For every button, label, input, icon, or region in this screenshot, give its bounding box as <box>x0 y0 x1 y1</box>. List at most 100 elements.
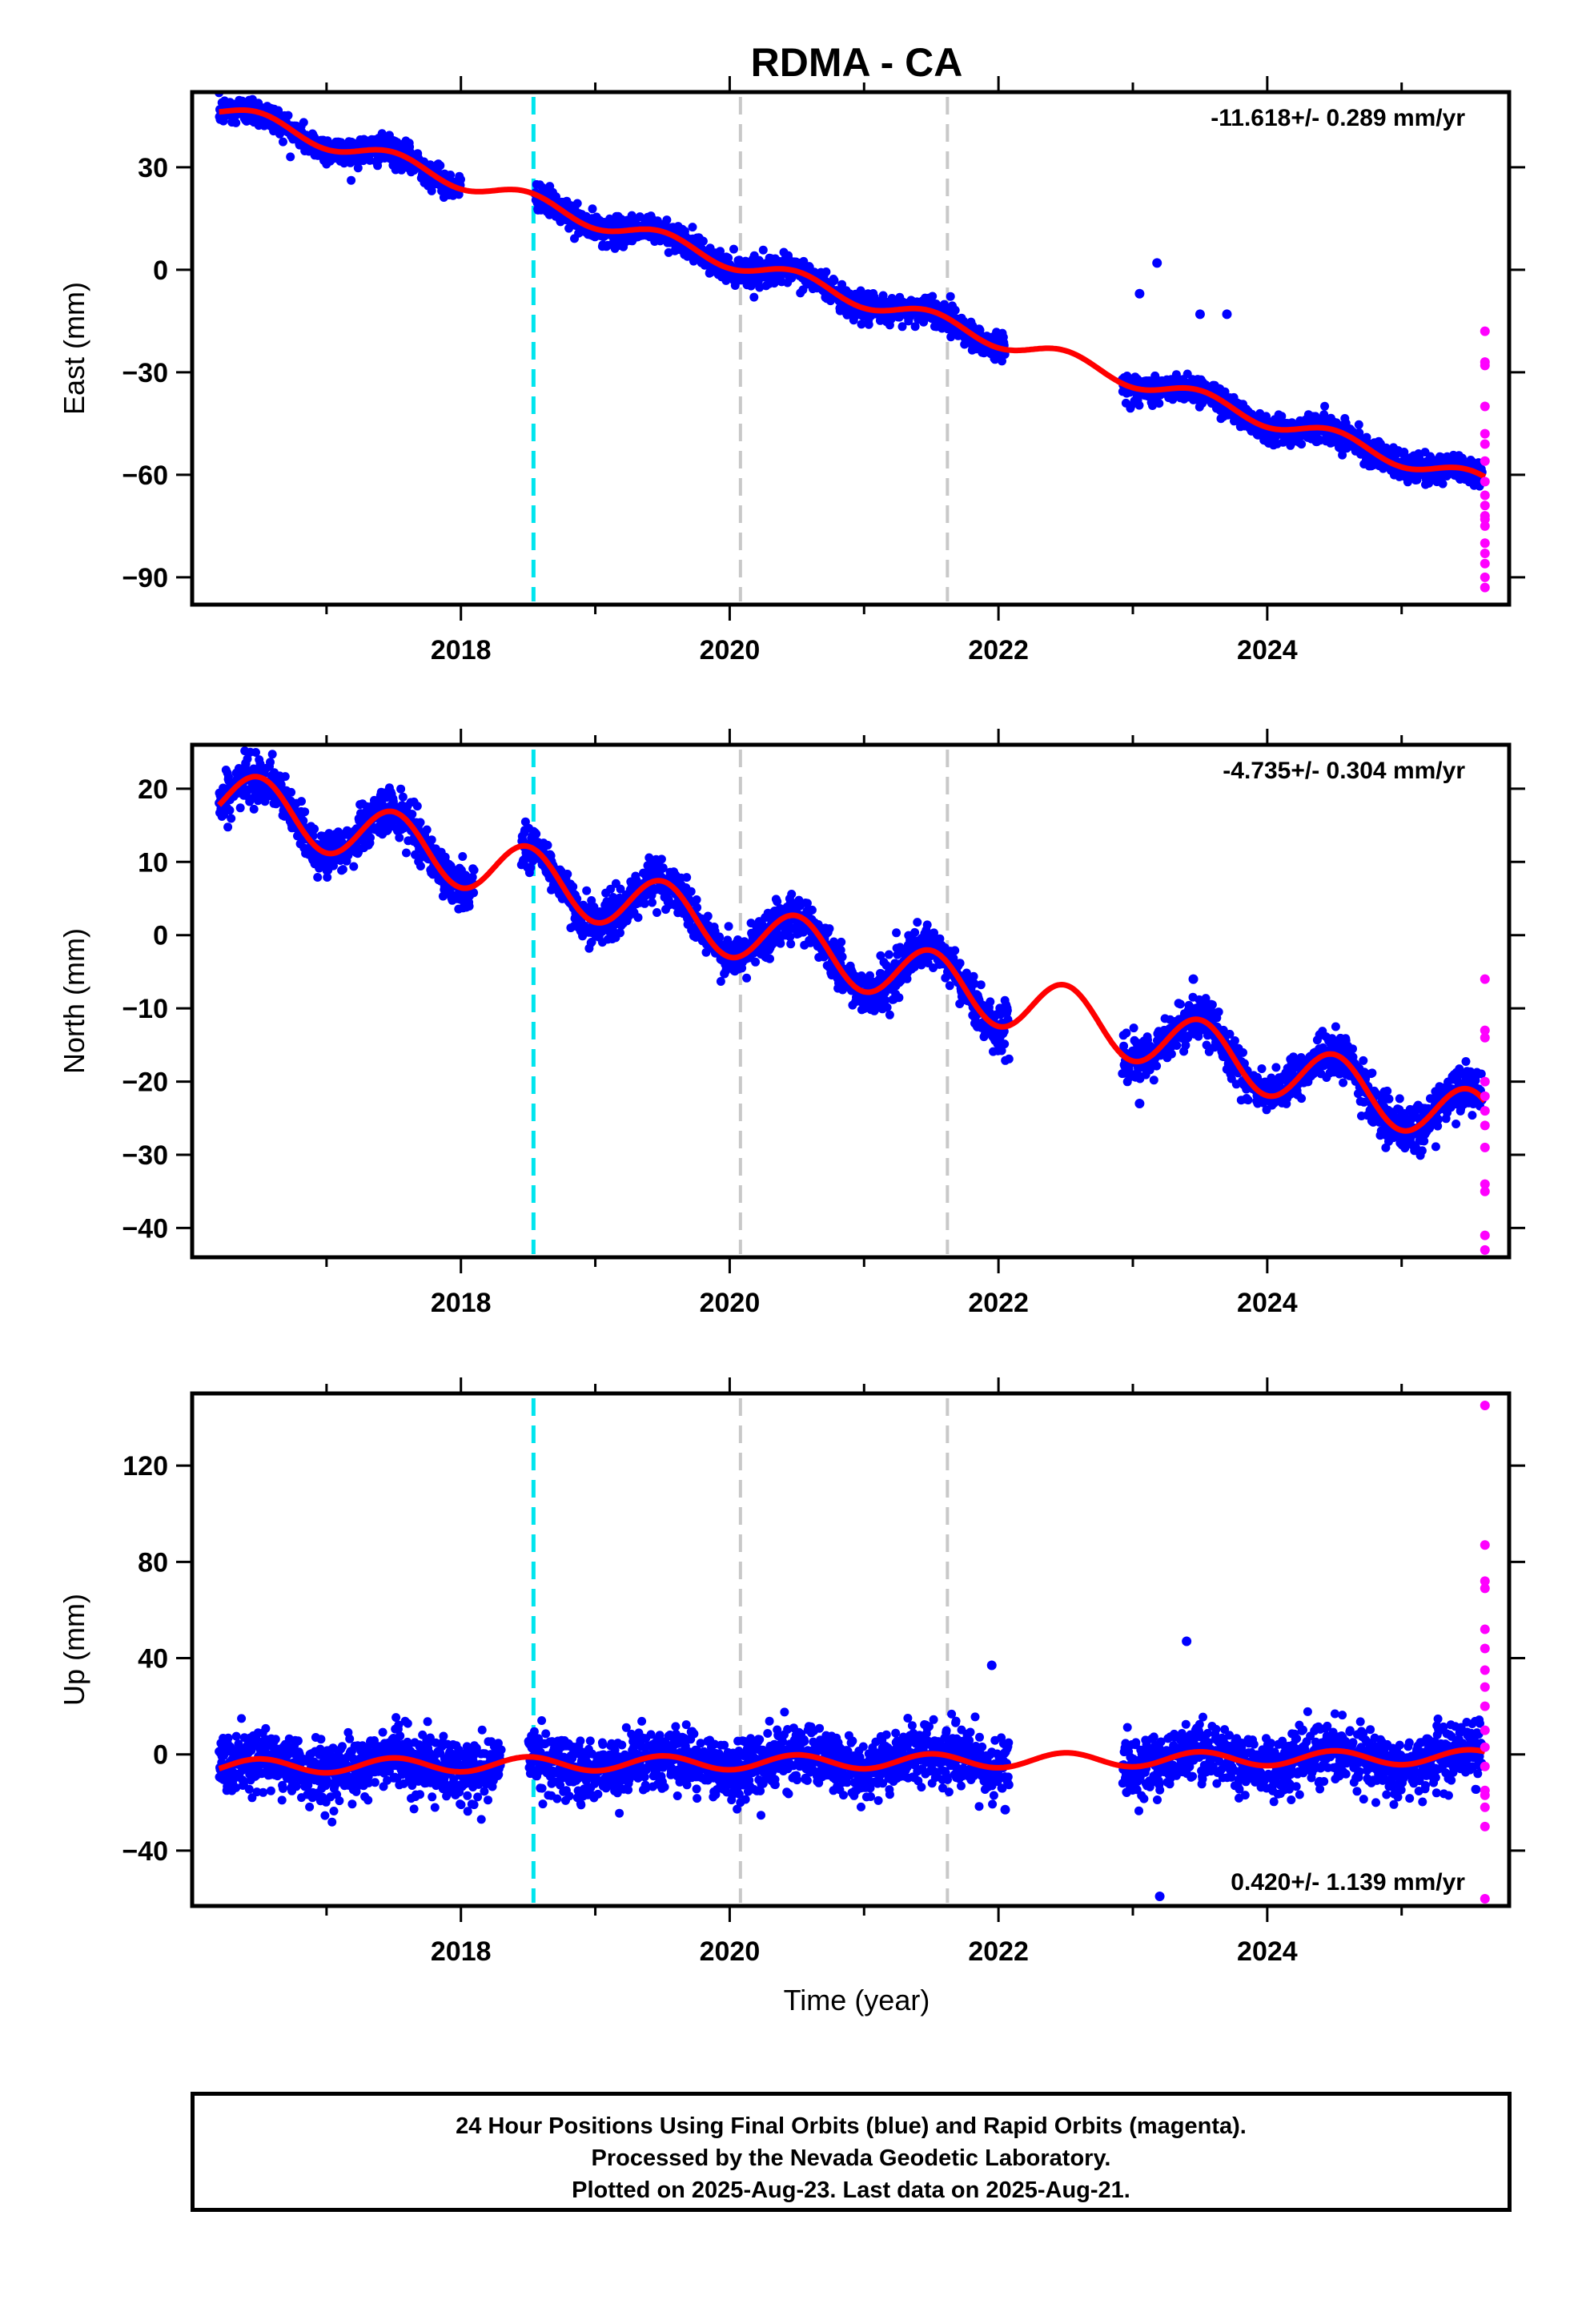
rapid-orbit-point <box>1480 428 1490 439</box>
final-point <box>543 840 552 850</box>
final-point <box>416 862 425 870</box>
final-point <box>857 320 866 329</box>
final-point <box>408 810 417 819</box>
final-point <box>1134 400 1144 410</box>
final-point <box>648 898 656 907</box>
final-point <box>946 292 955 301</box>
final-point <box>310 824 319 834</box>
final-point <box>807 905 817 915</box>
final-point <box>280 772 290 782</box>
final-point <box>715 932 725 942</box>
final-point <box>829 275 839 285</box>
final-point <box>267 750 277 759</box>
final-point <box>225 806 235 815</box>
final-point <box>662 215 672 225</box>
rapid-orbit-point <box>1480 326 1490 336</box>
final-outlier-point <box>1134 288 1145 299</box>
final-point <box>652 908 661 917</box>
final-point <box>786 939 796 949</box>
final-point <box>227 814 236 823</box>
final-point <box>884 950 893 959</box>
final-point <box>243 754 252 764</box>
final-outlier-point <box>1152 258 1162 268</box>
y-tick-label: −90 <box>122 563 168 593</box>
final-orbit-points <box>215 746 1487 1160</box>
rapid-orbit-point <box>1480 456 1490 466</box>
final-point <box>1438 479 1447 489</box>
final-point <box>436 161 445 171</box>
final-point <box>928 292 938 301</box>
final-point <box>894 993 904 1003</box>
final-point <box>338 865 347 875</box>
final-point <box>751 957 761 967</box>
final-point <box>532 829 541 838</box>
final-point <box>1000 1039 1010 1049</box>
rapid-orbit-point <box>1480 501 1490 511</box>
rapid-orbit-point <box>1480 582 1490 593</box>
final-point <box>765 954 774 963</box>
final-point <box>223 822 233 832</box>
final-point <box>1297 440 1307 449</box>
final-point <box>287 787 296 797</box>
final-point <box>856 286 865 296</box>
final-point <box>422 825 432 834</box>
final-point <box>279 137 287 147</box>
final-point <box>1320 401 1330 411</box>
final-point <box>1277 412 1287 421</box>
model-fit-curve <box>219 107 1487 480</box>
final-point <box>986 997 995 1007</box>
final-point <box>897 322 907 332</box>
y-axis-label: East (mm) <box>58 282 90 415</box>
final-point <box>283 111 293 120</box>
final-point <box>742 973 752 983</box>
final-point <box>427 186 436 195</box>
final-point <box>1338 450 1347 460</box>
final-point <box>864 320 873 329</box>
final-point <box>286 152 295 162</box>
final-point <box>837 952 847 962</box>
final-point <box>395 833 404 842</box>
final-outlier-point <box>1195 309 1205 320</box>
final-point <box>945 981 954 991</box>
final-point <box>692 895 701 904</box>
final-point <box>365 155 375 165</box>
final-point <box>892 928 901 938</box>
rapid-orbit-point <box>1480 490 1490 501</box>
final-point <box>686 887 696 896</box>
x-tick-label: 2024 <box>1237 635 1298 665</box>
x-tick-label: 2018 <box>431 635 492 665</box>
y-tick-label: −60 <box>122 460 168 491</box>
final-point <box>563 870 572 879</box>
final-point <box>251 748 260 757</box>
rapid-orbit-point <box>1480 538 1490 549</box>
final-point <box>749 292 759 302</box>
final-point <box>724 922 733 931</box>
final-point <box>633 913 643 923</box>
rapid-orbit-point <box>1480 476 1490 487</box>
rapid-orbit-point <box>1480 572 1490 582</box>
chart-title: RDMA - CA <box>751 40 963 85</box>
rapid-orbit-point <box>1480 360 1490 371</box>
final-point <box>416 818 425 827</box>
final-point <box>231 118 241 127</box>
final-point <box>640 899 649 908</box>
final-point <box>398 792 408 802</box>
final-point <box>446 171 456 179</box>
final-point <box>427 835 436 845</box>
final-point <box>910 322 920 332</box>
x-tick-label: 2020 <box>700 635 761 665</box>
final-point <box>219 810 228 819</box>
final-point <box>976 980 986 990</box>
final-point <box>582 886 592 895</box>
final-point <box>885 1010 894 1019</box>
final-point <box>919 317 929 327</box>
final-point <box>729 244 738 254</box>
final-point <box>724 253 733 263</box>
final-point <box>297 797 306 806</box>
x-tick-label: 2022 <box>968 635 1029 665</box>
final-point <box>412 802 422 811</box>
final-outlier-point <box>1222 309 1232 320</box>
final-point <box>1154 399 1164 408</box>
